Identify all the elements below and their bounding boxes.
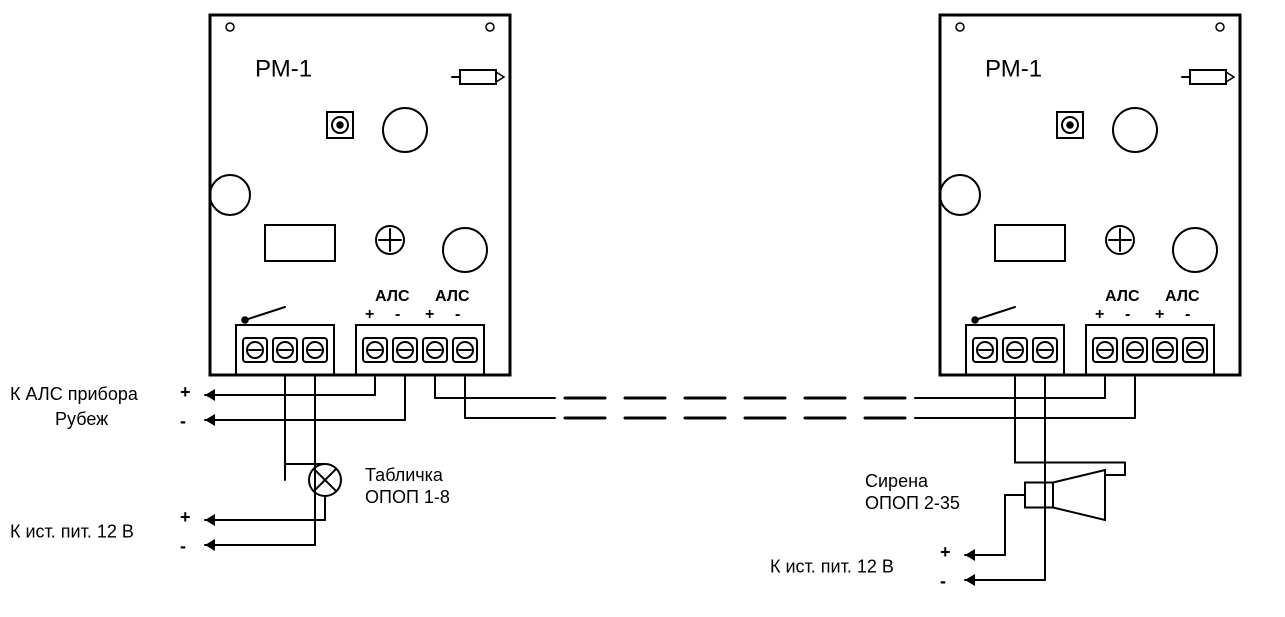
- svg-text:+: +: [940, 542, 951, 562]
- svg-text:+: +: [180, 382, 191, 402]
- svg-text:АЛС: АЛС: [375, 288, 410, 305]
- svg-text:-: -: [395, 306, 400, 323]
- siren-symbol: [1025, 470, 1105, 520]
- svg-text:+: +: [180, 507, 191, 527]
- caption-siren-1: Сирена: [865, 471, 929, 491]
- label-als-line1: К АЛС прибора: [10, 384, 139, 404]
- module-pm1-1: РМ-1АЛСАЛС+-+-: [940, 15, 1240, 375]
- svg-text:АЛС: АЛС: [1165, 288, 1200, 305]
- label-als-line2: Рубеж: [55, 409, 108, 429]
- svg-text:-: -: [180, 411, 186, 431]
- module-pm1-0: РМ-1АЛСАЛС+-+-: [210, 15, 510, 375]
- svg-text:+: +: [365, 306, 374, 323]
- svg-text:АЛС: АЛС: [1105, 288, 1140, 305]
- svg-text:-: -: [940, 571, 946, 591]
- caption-lamp-2: ОПОП 1-8: [365, 487, 450, 507]
- module-label: РМ-1: [985, 55, 1042, 82]
- svg-text:+: +: [1155, 306, 1164, 323]
- svg-text:-: -: [180, 536, 186, 556]
- svg-text:АЛС: АЛС: [435, 288, 470, 305]
- wiring-diagram: РМ-1АЛСАЛС+-+-РМ-1АЛСАЛС+-+-К АЛС прибор…: [0, 0, 1285, 617]
- svg-text:-: -: [1185, 306, 1190, 323]
- svg-text:-: -: [1125, 306, 1130, 323]
- module-label: РМ-1: [255, 55, 312, 82]
- caption-lamp-1: Табличка: [365, 465, 444, 485]
- svg-text:+: +: [1095, 306, 1104, 323]
- svg-text:+: +: [425, 306, 434, 323]
- label-power-left: К ист. пит. 12 В: [10, 521, 134, 541]
- svg-text:-: -: [455, 306, 460, 323]
- caption-siren-2: ОПОП 2-35: [865, 493, 960, 513]
- wiring: К АЛС прибора Рубеж + - ТабличкаОПОП 1-8 + - К …: [10, 375, 1135, 591]
- label-power-right: К ист. пит. 12 В: [770, 556, 894, 576]
